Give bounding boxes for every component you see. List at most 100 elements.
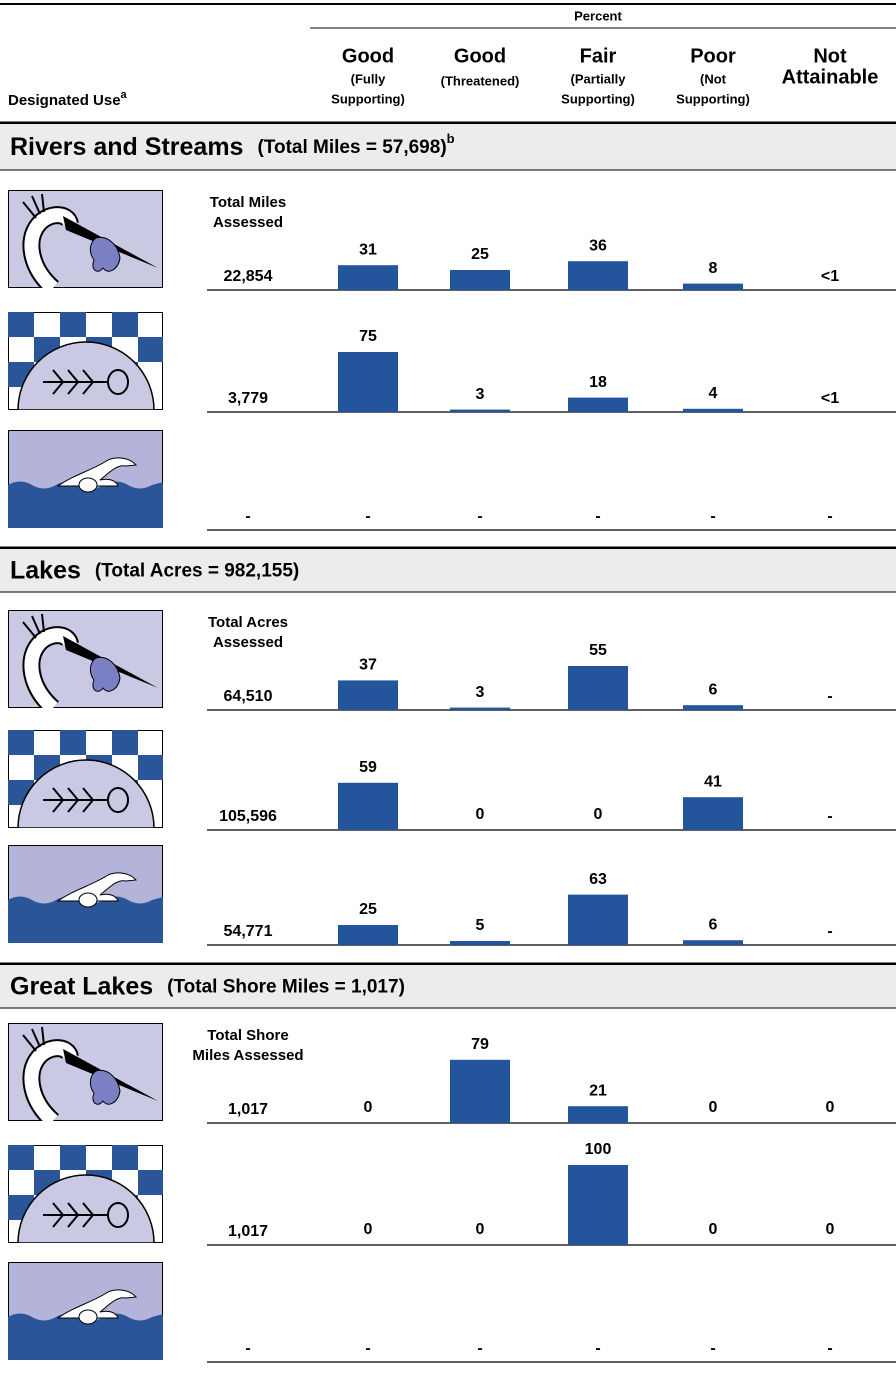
- section-subtitle: (Total Acres = 982,155): [95, 561, 299, 582]
- value-label: -: [365, 508, 370, 525]
- use-icon: [8, 312, 163, 410]
- use-icon: [8, 1145, 163, 1243]
- bar: [568, 894, 628, 945]
- assessed-label: Total Miles: [210, 194, 286, 211]
- value-label: -: [710, 1340, 715, 1357]
- value-label: 0: [364, 1099, 373, 1116]
- use-icon: [9, 611, 163, 709]
- value-label: -: [827, 923, 832, 940]
- section-band: [0, 124, 896, 170]
- bar: [683, 940, 743, 945]
- assessed-label: Assessed: [213, 634, 283, 651]
- assessed-label: Total Shore: [207, 1027, 288, 1044]
- assessed-label: Miles Assessed: [192, 1047, 303, 1064]
- value-label: 3: [476, 386, 485, 403]
- value-label: 0: [709, 1221, 718, 1238]
- footnote-mark: a: [121, 89, 128, 101]
- value-label: 0: [476, 1221, 485, 1238]
- total-assessed: 1,017: [228, 1223, 268, 1240]
- section-title: Lakes: [10, 556, 81, 584]
- value-label: -: [595, 1340, 600, 1357]
- section-heading: Lakes (Total Acres = 982,155): [10, 556, 299, 584]
- value-label: 0: [709, 1099, 718, 1116]
- value-label: 6: [709, 681, 718, 698]
- value-label: -: [477, 1340, 482, 1357]
- column-note: (Partially: [571, 71, 627, 86]
- section-band: [0, 549, 896, 592]
- value-label: 37: [359, 657, 377, 674]
- bar: [338, 925, 398, 945]
- value-label: 79: [471, 1036, 489, 1053]
- value-label: 0: [826, 1099, 835, 1116]
- bar: [683, 797, 743, 830]
- use-icon: [9, 191, 163, 289]
- value-label: -: [827, 508, 832, 525]
- value-label: 3: [476, 684, 485, 701]
- total-assessed: -: [245, 508, 250, 525]
- column-note: Supporting): [331, 91, 405, 106]
- column-note: (Fully: [351, 71, 386, 86]
- value-label: 5: [476, 917, 485, 934]
- value-label: 31: [359, 241, 377, 258]
- footnote-mark: b: [447, 131, 455, 146]
- value-label: 36: [589, 237, 607, 254]
- bar: [568, 666, 628, 710]
- use-icon: [8, 730, 163, 828]
- total-assessed: 64,510: [224, 688, 273, 705]
- bar: [568, 1165, 628, 1245]
- assessed-label: Total Acres: [208, 614, 288, 631]
- column-note: (Threatened): [441, 73, 520, 88]
- use-icon: [8, 845, 163, 943]
- value-label: 0: [826, 1221, 835, 1238]
- total-assessed: -: [245, 1340, 250, 1357]
- value-label: 55: [589, 642, 607, 659]
- section-heading: Rivers and Streams (Total Miles = 57,698)…: [10, 131, 455, 160]
- bar: [568, 397, 628, 412]
- bar: [450, 409, 510, 412]
- value-label: 100: [585, 1141, 612, 1158]
- use-icon: [9, 1024, 163, 1122]
- column-title: Good: [454, 45, 506, 67]
- total-assessed: 105,596: [219, 808, 277, 825]
- use-icon: [8, 430, 163, 528]
- value-label: 25: [359, 901, 377, 918]
- bar: [683, 283, 743, 290]
- value-label: -: [827, 1340, 832, 1357]
- bar: [338, 680, 398, 710]
- section-title: Rivers and Streams: [10, 133, 243, 161]
- value-label: 0: [364, 1221, 373, 1238]
- section-subtitle: (Total Shore Miles = 1,017): [167, 977, 405, 998]
- value-label: 25: [471, 246, 489, 263]
- total-assessed: 3,779: [228, 390, 268, 407]
- section-subtitle: (Total Miles = 57,698): [257, 137, 446, 158]
- value-label: 6: [709, 916, 718, 933]
- value-label: <1: [821, 390, 839, 407]
- value-label: 4: [709, 385, 718, 402]
- value-label: -: [595, 508, 600, 525]
- value-label: <1: [821, 268, 839, 285]
- bar: [450, 270, 510, 290]
- bar: [568, 1106, 628, 1123]
- value-label: 8: [709, 260, 718, 277]
- column-title: Poor: [690, 45, 736, 67]
- bar: [568, 261, 628, 290]
- section-heading: Great Lakes (Total Shore Miles = 1,017): [10, 972, 405, 1000]
- column-title: Good: [342, 45, 394, 67]
- column-title: Attainable: [782, 66, 879, 88]
- value-label: 63: [589, 871, 607, 888]
- value-label: -: [827, 808, 832, 825]
- column-title: Not: [813, 45, 847, 67]
- bar: [338, 352, 398, 412]
- total-assessed: 22,854: [224, 268, 273, 285]
- value-label: 41: [704, 773, 722, 790]
- use-icon: [8, 1262, 163, 1360]
- bar: [338, 782, 398, 830]
- value-label: 18: [589, 374, 607, 391]
- section-band: [0, 965, 896, 1008]
- value-label: 0: [476, 806, 485, 823]
- column-note: (Not: [700, 71, 727, 86]
- section-title: Great Lakes: [10, 972, 153, 1000]
- value-label: -: [477, 508, 482, 525]
